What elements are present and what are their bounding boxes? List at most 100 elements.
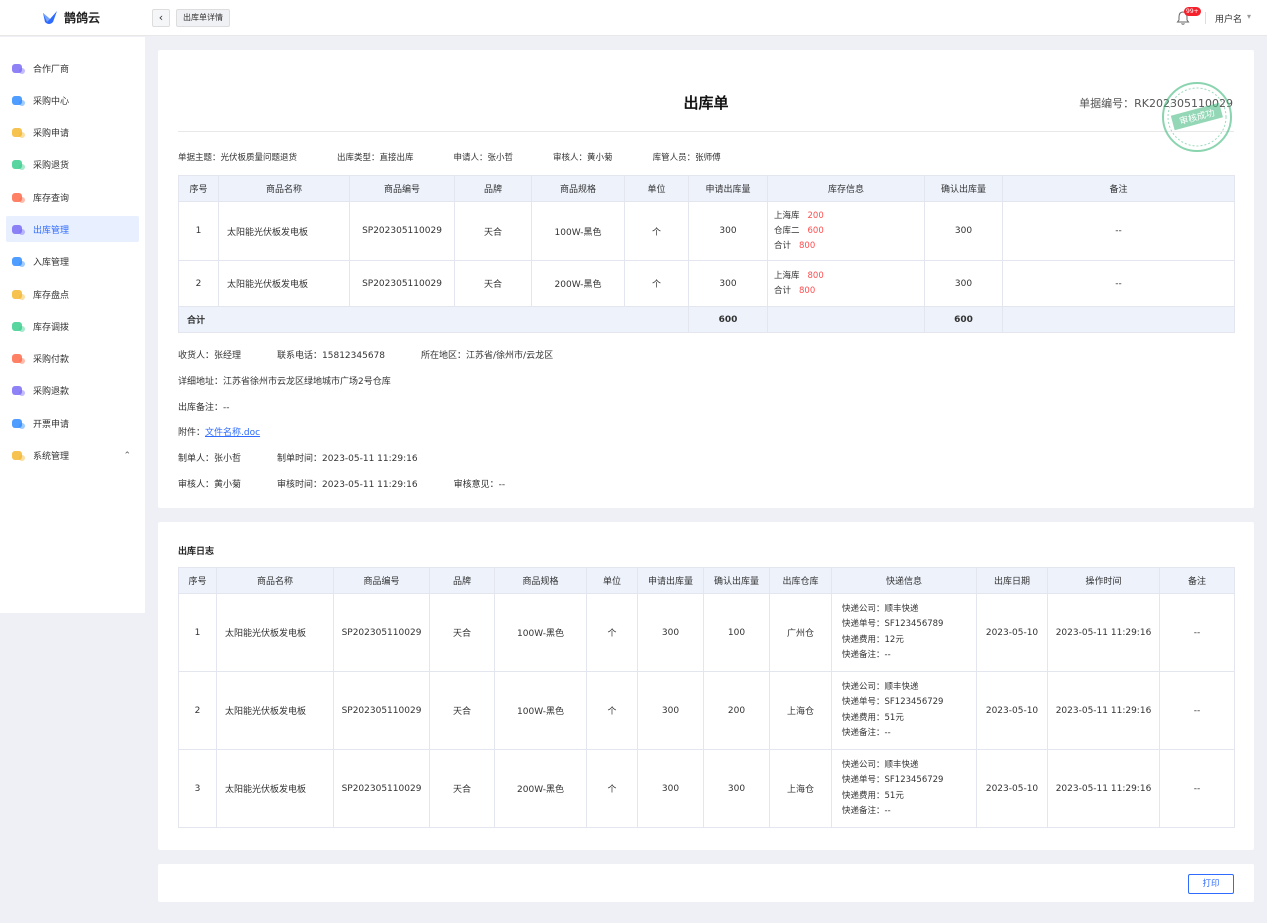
cell-brand: 天合	[429, 593, 495, 672]
chevron-up-icon[interactable]: ⌃	[123, 450, 131, 461]
receiver-info: 收货人：张经理 联系电话：15812345678 所在地区：江苏省/徐州市/云龙…	[178, 348, 589, 361]
cell-no: 3	[178, 749, 217, 828]
doc-meta-item: 审核人：黄小菊	[553, 153, 613, 163]
column-header: 申请出库量	[637, 567, 704, 594]
action-bar: 打印	[158, 864, 1254, 902]
cell-spec: 200W-黑色	[494, 749, 587, 828]
sidebar-item[interactable]: 系统管理 ⌃	[6, 443, 139, 469]
menu-icon	[12, 384, 25, 397]
cell-confirm-qty: 300	[703, 749, 770, 828]
app-logo[interactable]: 鹊鸽云	[42, 9, 100, 26]
cell-warehouse: 上海仓	[769, 671, 832, 750]
cell-code: SP202305110029	[349, 260, 455, 307]
outbound-log-card: 出库日志 序号 商品名称 商品编号 品牌 商品规格 单位 申请出库量 确认出库量 出库仓库 快递信…	[158, 522, 1254, 850]
sidebar-item[interactable]: 采购退款	[6, 378, 139, 404]
column-header: 操作时间	[1047, 567, 1160, 594]
outbound-log-table: 序号 商品名称 商品编号 品牌 商品规格 单位 申请出库量 确认出库量 出库仓库 快递信息 出库日期…	[178, 567, 1235, 828]
stock-line: 上海库 200	[774, 209, 924, 224]
sidebar-item[interactable]: 开票申请	[6, 410, 139, 436]
cell-confirm-qty: 200	[703, 671, 770, 750]
column-header: 申请出库量	[688, 175, 768, 202]
column-header: 确认出库量	[703, 567, 770, 594]
log-title: 出库日志	[178, 547, 215, 557]
attachment-link[interactable]: 文件名称.doc	[205, 428, 261, 438]
tab-outbound-detail[interactable]: 出库单详情	[176, 9, 230, 27]
chevron-down-icon[interactable]: ▾	[1247, 12, 1252, 21]
cell-express-info: 快递公司：顺丰快递 快递单号：SF123456789 快递费用：12元 快递备注：--	[831, 593, 977, 672]
column-header: 商品名称	[218, 175, 350, 202]
menu-icon	[12, 288, 25, 301]
cell-no: 2	[178, 260, 219, 307]
doc-meta-item: 单据主题：光伏板质量问题退货	[178, 153, 298, 163]
username[interactable]: 用户名	[1215, 15, 1243, 25]
back-button[interactable]: ‹	[152, 9, 170, 27]
cell-express-info: 快递公司：顺丰快递 快递单号：SF123456729 快递费用：51元 快递备注：--	[831, 749, 977, 828]
sidebar-item[interactable]: 库存查询	[6, 184, 139, 210]
outbound-remark: 出库备注：--	[178, 403, 230, 413]
table-row: 2 太阳能光伏板发电板 SP202305110029 天合 100W-黑色个 300 200…	[178, 671, 1235, 750]
cell-warehouse: 上海仓	[769, 749, 832, 828]
sidebar-item[interactable]: 库存调拨	[6, 313, 139, 339]
cell-brand: 天合	[454, 260, 532, 307]
express-line: 快递备注：--	[842, 728, 891, 738]
sidebar-item[interactable]: 采购申请	[6, 120, 139, 146]
stock-line: 合计 800	[774, 239, 924, 254]
cell-express-info: 快递公司：顺丰快递 快递单号：SF123456729 快递费用：51元 快递备注：--	[831, 671, 977, 750]
outbound-doc-card: 出库单 单据编号：RK202305110029 审核成功 单据主题：光伏板质量问…	[158, 50, 1254, 508]
cell-stock-info: 上海库 200 仓库二 600 合计 800	[767, 201, 925, 261]
table-row: 1 太阳能光伏板发电板 SP202305110029 天合 100W-黑色个 300 上海库…	[178, 201, 1235, 261]
cell-date: 2023-05-10	[976, 671, 1048, 750]
cell-name: 太阳能光伏板发电板	[218, 260, 350, 307]
top-bar: 鹊鸽云 ‹ 出库单详情 99+ 用户名 ▾	[0, 0, 1267, 36]
sidebar-item[interactable]: 库存盘点	[6, 281, 139, 307]
address: 详细地址：江苏省徐州市云龙区绿地城市广场2号仓库	[178, 377, 391, 387]
stock-qty: 200	[807, 210, 824, 221]
column-header: 库存信息	[767, 175, 925, 202]
menu-icon	[12, 449, 25, 462]
outbound-items-table: 序号 商品名称 商品编号 品牌 商品规格 单位 申请出库量 库存信息 确认出库量 备注 1 太阳能光…	[178, 175, 1235, 333]
sidebar-item-label: 采购付款	[33, 355, 70, 366]
stock-warehouse: 仓库二	[774, 225, 800, 236]
menu-icon	[12, 94, 25, 107]
sidebar-item[interactable]: 合作厂商	[6, 55, 139, 81]
table-row: 2 太阳能光伏板发电板 SP202305110029 天合 200W-黑色个 300 上海库…	[178, 260, 1235, 307]
cell-spec: 100W-黑色	[531, 201, 625, 261]
menu-icon	[12, 62, 25, 75]
express-line: 快递单号：SF123456789	[842, 619, 944, 629]
sidebar-item[interactable]: 采购付款	[6, 346, 139, 372]
cell-note: --	[1159, 593, 1235, 672]
cell-brand: 天合	[429, 749, 495, 828]
doc-title: 出库单	[683, 94, 729, 112]
stock-qty: 800	[799, 285, 816, 296]
cell-code: SP202305110029	[333, 671, 430, 750]
sidebar-item-label: 开票申请	[33, 419, 70, 430]
column-header: 快递信息	[831, 567, 977, 594]
cell-name: 太阳能光伏板发电板	[216, 593, 334, 672]
cell-note: --	[1002, 201, 1235, 261]
cell-spec: 100W-黑色	[494, 593, 587, 672]
menu-icon	[12, 352, 25, 365]
cell-spec: 100W-黑色	[494, 671, 587, 750]
column-header: 商品编号	[349, 175, 455, 202]
maker-row: 制单人：张小哲 制单时间：2023-05-11 11:29:16	[178, 451, 454, 464]
sidebar-item[interactable]: 出库管理	[6, 216, 139, 243]
cell-name: 太阳能光伏板发电板	[216, 749, 334, 828]
region: 所在地区：江苏省/徐州市/云龙区	[421, 351, 554, 361]
receiver: 收货人：张经理	[178, 351, 242, 361]
express-line: 快递单号：SF123456729	[842, 697, 944, 707]
cell-spec: 200W-黑色	[531, 260, 625, 307]
app-name: 鹊鸽云	[64, 11, 101, 25]
sidebar-item[interactable]: 采购退货	[6, 152, 139, 178]
cell-no: 2	[178, 671, 217, 750]
sidebar-item[interactable]: 入库管理	[6, 249, 139, 275]
sidebar-item[interactable]: 采购中心	[6, 87, 139, 113]
bird-logo-icon	[43, 10, 57, 24]
table-header-row: 序号 商品名称 商品编号 品牌 商品规格 单位 申请出库量 库存信息 确认出库量 备注	[178, 175, 1235, 202]
cell-name: 太阳能光伏板发电板	[216, 671, 334, 750]
column-header: 商品规格	[531, 175, 625, 202]
cell-op-time: 2023-05-11 11:29:16	[1047, 593, 1160, 672]
sidebar: 合作厂商采购中心采购申请采购退货库存查询出库管理入库管理库存盘点库存调拨采购付款…	[0, 37, 145, 613]
stock-warehouse: 上海库	[774, 270, 800, 281]
print-button[interactable]: 打印	[1188, 874, 1234, 894]
column-header: 序号	[178, 175, 219, 202]
